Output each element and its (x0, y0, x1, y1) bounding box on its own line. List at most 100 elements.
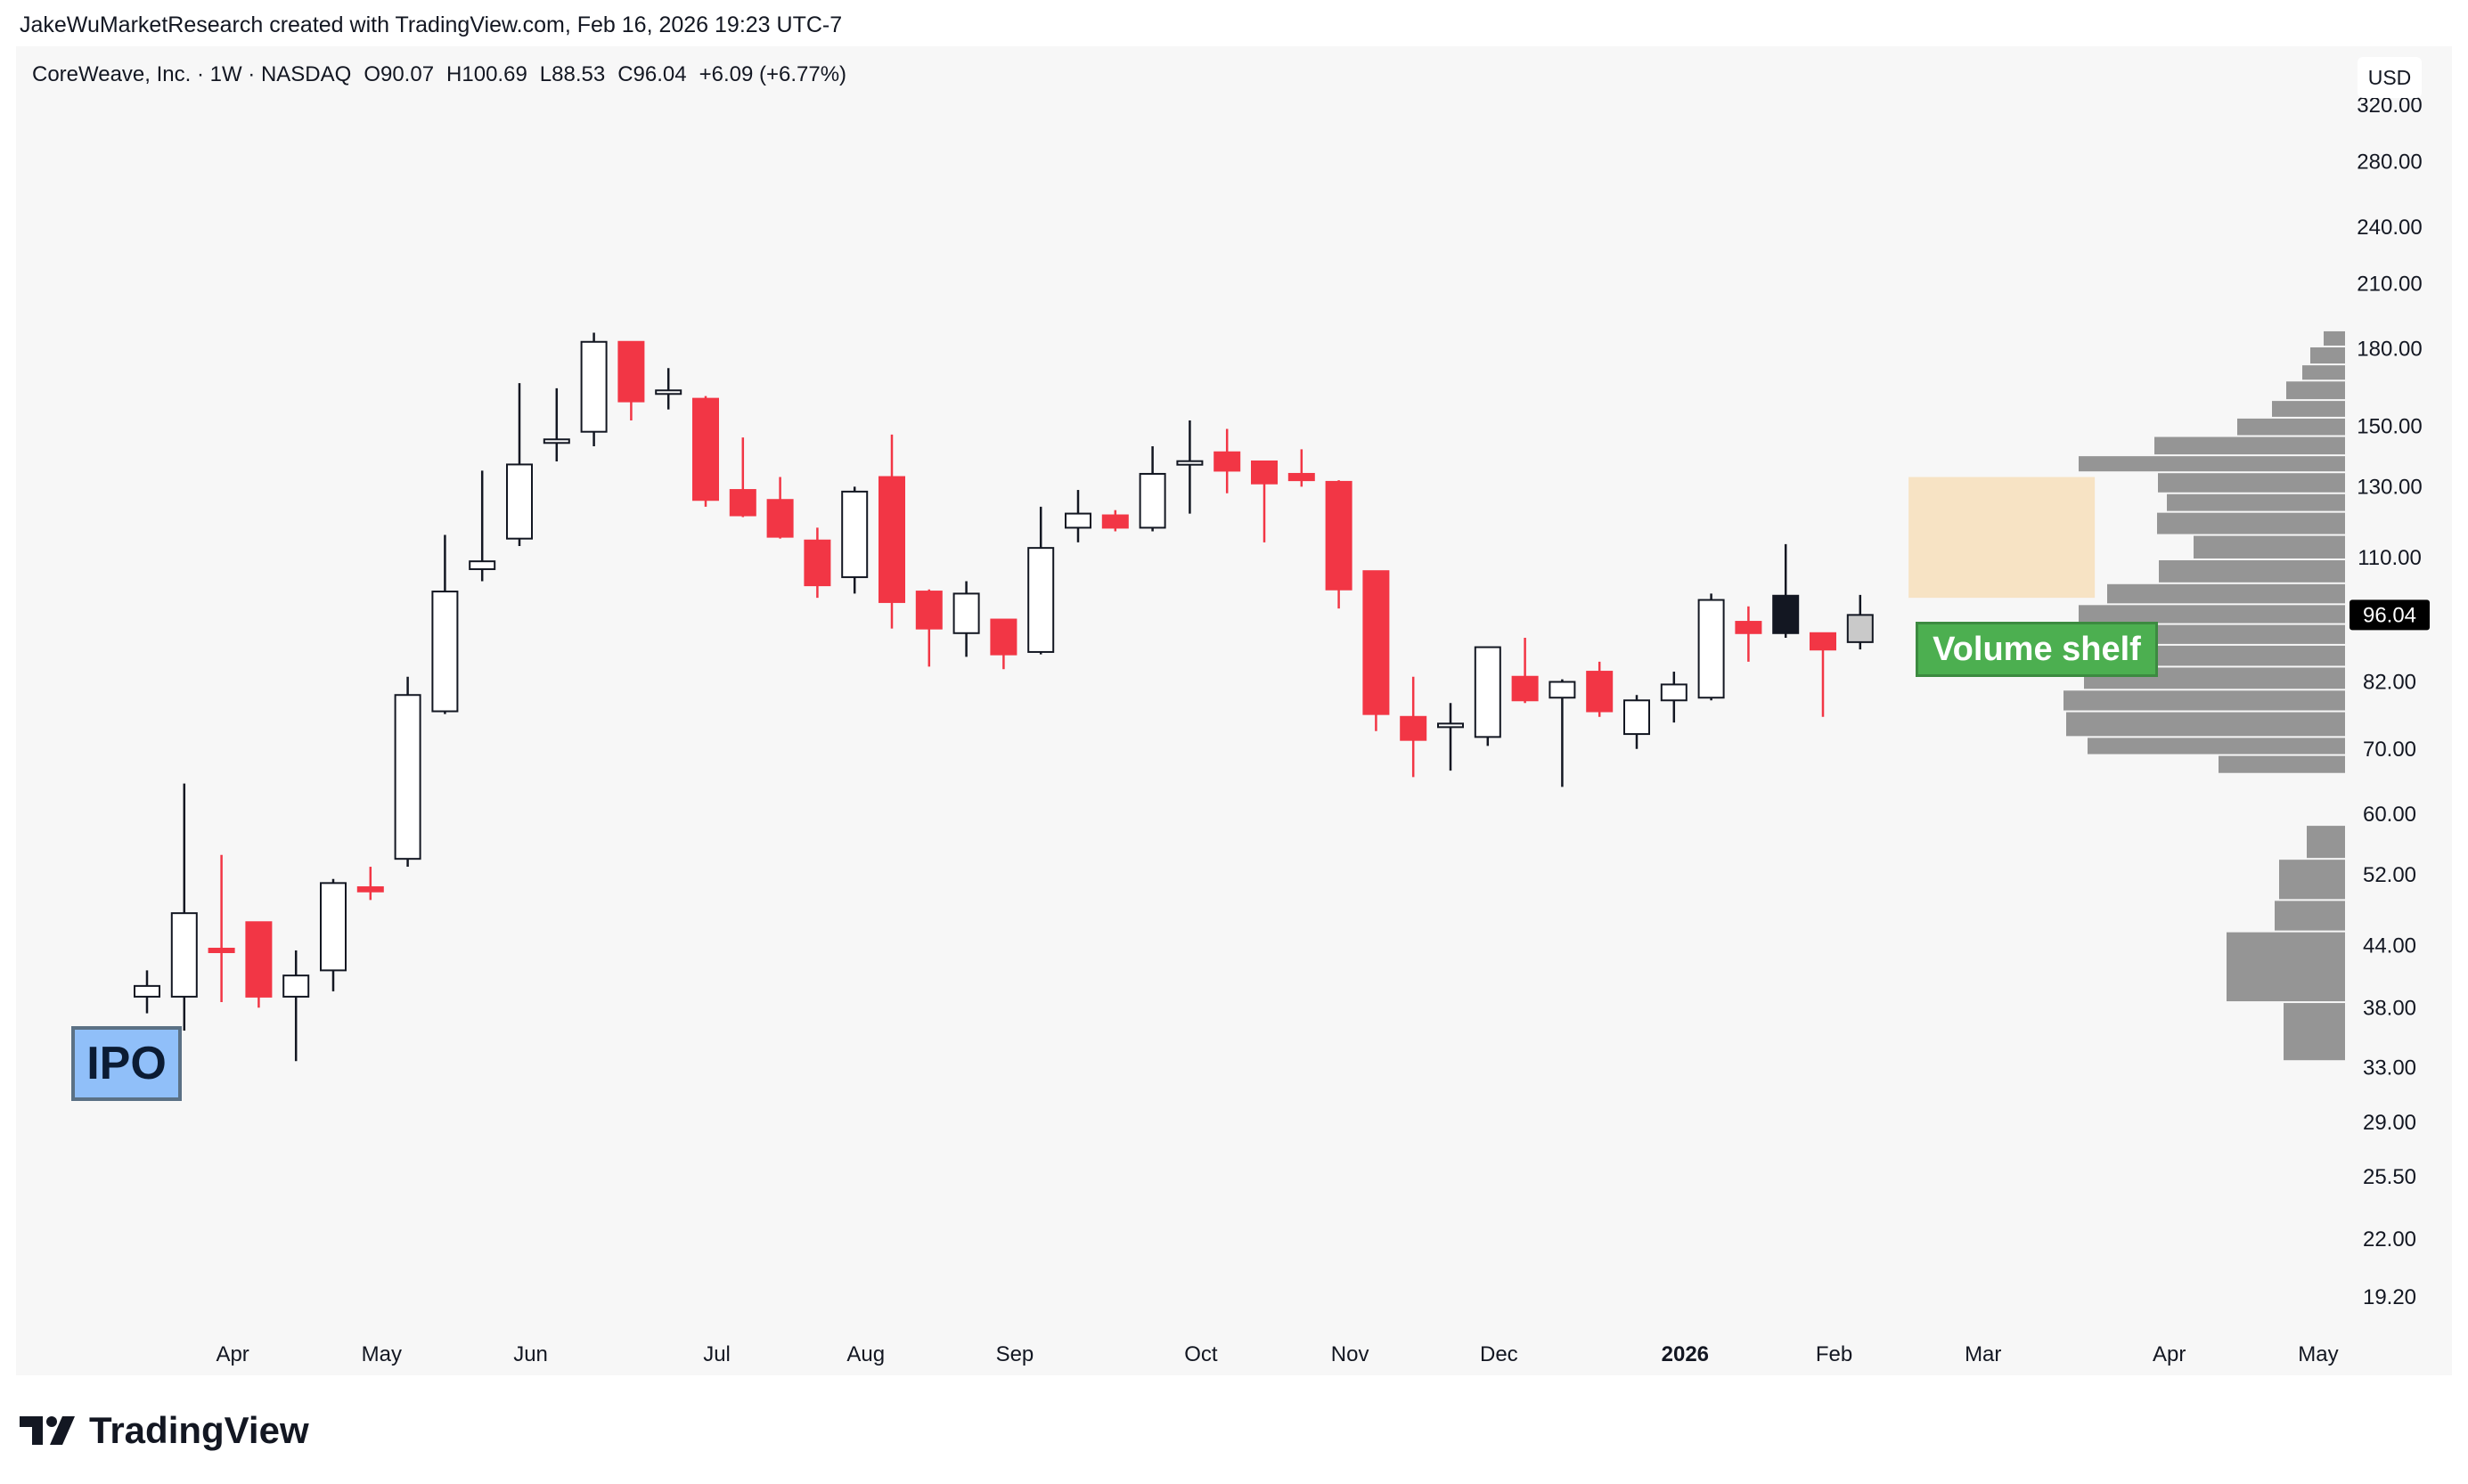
candle-body (1735, 621, 1762, 634)
candle[interactable] (1325, 480, 1352, 609)
candle-body (1846, 614, 1874, 643)
candle-body (580, 340, 608, 433)
candle-body (915, 591, 943, 630)
candle[interactable] (729, 437, 756, 518)
candle[interactable] (506, 383, 533, 547)
candle[interactable] (1287, 449, 1315, 487)
candle-body (320, 882, 347, 972)
candle[interactable] (469, 470, 496, 582)
currency-selector[interactable]: USD (2358, 57, 2422, 98)
candle[interactable] (1362, 570, 1390, 731)
candle-body (1549, 681, 1576, 699)
candle[interactable] (1027, 506, 1055, 655)
candle[interactable] (766, 477, 794, 539)
candle-body (394, 694, 421, 860)
candle[interactable] (245, 921, 273, 1008)
candle-body (1287, 472, 1315, 482)
candle-body (1400, 715, 1427, 741)
candle[interactable] (841, 486, 869, 594)
price-tick-label: 70.00 (2363, 738, 2416, 762)
candle[interactable] (655, 368, 682, 410)
price-tick-label: 130.00 (2357, 475, 2422, 499)
candle[interactable] (134, 970, 160, 1014)
time-tick-label: Sep (996, 1342, 1034, 1366)
candle[interactable] (320, 878, 347, 991)
volume-profile-bar (2286, 381, 2345, 400)
time-axis: Apr May Jun Jul Aug Sep Oct Nov Dec 2026 Feb Mar Apr… (216, 1342, 2338, 1366)
price-tick-label: 60.00 (2363, 803, 2416, 827)
candle[interactable] (1735, 606, 1762, 662)
chart-area[interactable] (16, 46, 2452, 1375)
candle[interactable] (208, 854, 235, 1003)
candle[interactable] (1660, 672, 1688, 723)
symbol-name: CoreWeave, Inc. · 1W · NASDAQ (32, 62, 352, 86)
candle[interactable] (1437, 703, 1464, 771)
candle[interactable] (1511, 637, 1539, 704)
price-tick-label: 33.00 (2363, 1056, 2416, 1080)
candle[interactable] (879, 434, 905, 629)
time-tick-label: May (2298, 1342, 2338, 1366)
price-axis: 320.00280.00240.00210.00180.00150.00130.… (2350, 94, 2430, 1309)
candle[interactable] (543, 387, 570, 461)
candle[interactable] (1139, 446, 1166, 532)
candle[interactable] (1549, 679, 1576, 787)
candle[interactable] (1772, 543, 1800, 638)
candle-body (1697, 599, 1725, 699)
volume-profile-bar (2088, 738, 2345, 754)
candle-body (879, 476, 905, 603)
time-tick-label: Mar (1965, 1342, 2001, 1366)
price-tick-label: 19.20 (2363, 1285, 2416, 1309)
candle[interactable] (692, 395, 719, 507)
candle[interactable] (952, 581, 980, 657)
candle[interactable] (394, 676, 421, 868)
candle-body (1139, 472, 1166, 529)
time-tick-label: Nov (1331, 1342, 1369, 1366)
shelf-zone (1908, 477, 2096, 599)
candle[interactable] (1101, 510, 1129, 532)
candle-body (990, 618, 1017, 656)
candle[interactable] (1400, 676, 1427, 778)
candle[interactable] (282, 950, 310, 1062)
time-tick-label: Oct (1184, 1342, 1218, 1366)
candle[interactable] (1251, 460, 1278, 542)
price-tick-label: 44.00 (2363, 934, 2416, 958)
candle[interactable] (915, 589, 943, 667)
candle-body (282, 974, 310, 998)
candle[interactable] (804, 527, 831, 599)
candle[interactable] (1176, 420, 1204, 514)
ohlc-high: H100.69 (446, 62, 527, 86)
candle[interactable] (1697, 593, 1725, 701)
volume-profile-bar (2237, 418, 2345, 436)
volume-profile-bar (2302, 365, 2345, 380)
candle[interactable] (1623, 695, 1650, 749)
candle[interactable] (617, 340, 645, 421)
tradingview-brand[interactable]: TradingView (20, 1409, 309, 1452)
candle[interactable] (356, 867, 384, 901)
volume-profile (2063, 330, 2345, 1061)
candle[interactable] (170, 783, 198, 1031)
candle-body (1772, 594, 1800, 634)
candle[interactable] (1846, 594, 1874, 650)
candle[interactable] (1810, 632, 1836, 717)
symbol-legend: CoreWeave, Inc. · 1W · NASDAQ O90.07 H100.… (32, 62, 859, 87)
ohlc-open: O90.07 (364, 62, 435, 86)
ipo-label: IPO (71, 1026, 182, 1101)
candle-body (1586, 671, 1614, 713)
volume-profile-bar (2324, 330, 2345, 346)
candle[interactable] (431, 534, 459, 714)
candle[interactable] (1586, 661, 1614, 717)
attribution: JakeWuMarketResearch created with Tradin… (20, 12, 843, 37)
price-tick-label: 22.00 (2363, 1227, 2416, 1252)
volume-shelf-label: Volume shelf (1916, 622, 2158, 677)
candle[interactable] (1474, 646, 1501, 746)
candle[interactable] (580, 332, 608, 447)
candle[interactable] (1214, 428, 1241, 493)
candle-body (543, 438, 570, 444)
candle-body (1474, 646, 1501, 738)
price-tick-label: 110.00 (2358, 546, 2422, 570)
candle[interactable] (1065, 490, 1091, 542)
last-price-label: 96.04 (2363, 603, 2416, 627)
candle-body (431, 591, 459, 713)
candle[interactable] (990, 618, 1017, 670)
